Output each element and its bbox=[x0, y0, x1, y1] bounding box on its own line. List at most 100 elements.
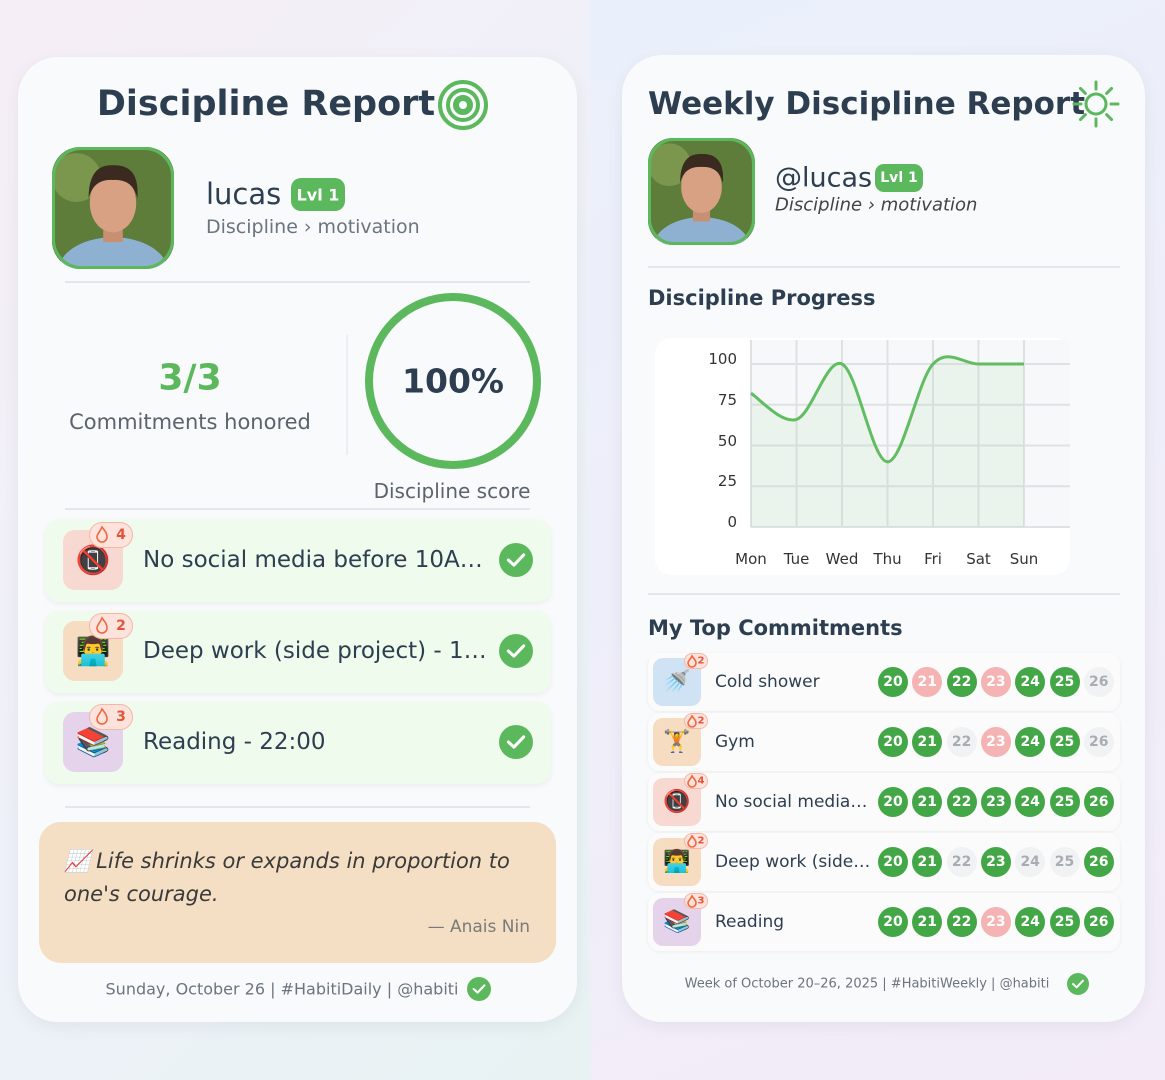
day-circle bbox=[1083, 907, 1114, 937]
check-circle bbox=[499, 543, 533, 577]
day-number: 21 bbox=[917, 734, 938, 750]
day-circle bbox=[1015, 847, 1046, 877]
day-circle bbox=[1015, 667, 1046, 697]
avatar bbox=[52, 147, 174, 269]
day-circle bbox=[1015, 727, 1046, 757]
check-circle bbox=[499, 725, 533, 759]
day-number: 22 bbox=[951, 854, 972, 870]
sun-ray bbox=[1105, 86, 1114, 95]
x-tick-label: Tue bbox=[783, 550, 810, 568]
y-tick-label: 75 bbox=[717, 390, 737, 409]
flame-icon bbox=[687, 774, 697, 788]
streak-badge bbox=[89, 522, 133, 548]
target-icon bbox=[438, 80, 488, 130]
flame-icon bbox=[96, 525, 108, 543]
section-title: Discipline Progress bbox=[648, 286, 876, 310]
divider bbox=[65, 281, 530, 283]
flame bbox=[687, 834, 697, 848]
day-circle bbox=[878, 907, 908, 937]
score-caption: Discipline score bbox=[373, 479, 531, 503]
quote: 📈 Life shrinks or expands in proportion t… bbox=[64, 845, 534, 911]
day-number: 26 bbox=[1089, 854, 1109, 870]
day-number: 21 bbox=[917, 794, 938, 810]
flame-icon bbox=[96, 616, 108, 634]
day-number: 24 bbox=[1020, 674, 1040, 690]
flame-icon bbox=[687, 654, 697, 668]
day-number: 24 bbox=[1020, 854, 1040, 870]
y-tick-label: 0 bbox=[727, 513, 737, 531]
day-circle bbox=[946, 847, 977, 877]
day-number: 26 bbox=[1089, 674, 1109, 690]
level: Lvl 1 bbox=[296, 185, 340, 205]
level-badge bbox=[875, 164, 923, 192]
day-circle bbox=[946, 727, 977, 757]
sun-ray bbox=[1105, 113, 1114, 122]
avatar-bokeh bbox=[52, 153, 101, 202]
day-number: 25 bbox=[1054, 914, 1075, 930]
streak-badge bbox=[89, 613, 133, 639]
flame bbox=[96, 707, 108, 725]
user-name: lucas bbox=[206, 177, 282, 211]
y-tick-label: 100 bbox=[708, 350, 737, 368]
sun-icon bbox=[1072, 80, 1120, 128]
target-ring bbox=[453, 95, 473, 115]
divider bbox=[648, 266, 1120, 268]
plot-area bbox=[751, 340, 1070, 527]
streak-badge bbox=[89, 704, 133, 730]
day-circle bbox=[1049, 667, 1080, 697]
section-title: My Top Commitments bbox=[648, 616, 903, 640]
streak-count: 2 bbox=[697, 655, 705, 667]
done-check bbox=[499, 725, 533, 759]
commitment-name: Deep work (side… bbox=[715, 852, 871, 872]
day-number: 26 bbox=[1089, 734, 1109, 750]
flame bbox=[96, 616, 108, 634]
day-circle bbox=[1049, 787, 1080, 817]
check-mark bbox=[1072, 979, 1084, 989]
day-number: 20 bbox=[883, 674, 903, 690]
day-circle bbox=[912, 727, 943, 757]
day-circle bbox=[980, 727, 1011, 757]
day-circle bbox=[980, 667, 1011, 697]
day-circle bbox=[878, 727, 908, 757]
day-circle bbox=[980, 907, 1011, 937]
day-circle bbox=[946, 907, 977, 937]
streak-count: 3 bbox=[697, 895, 705, 907]
target-ring bbox=[438, 80, 488, 130]
day-circle bbox=[980, 847, 1011, 877]
day-circle bbox=[1083, 667, 1114, 697]
x-tick-label: Thu bbox=[873, 550, 902, 568]
day-number: 26 bbox=[1089, 794, 1109, 810]
footer: Week of October 20–26, 2025 | #HabitiWee… bbox=[684, 976, 1050, 992]
x-tick-label: Fri bbox=[924, 550, 942, 568]
ring-progress bbox=[365, 293, 541, 469]
flame bbox=[687, 654, 697, 668]
day-circle bbox=[946, 667, 977, 697]
check-circle bbox=[499, 634, 533, 668]
day-circle bbox=[878, 667, 908, 697]
day-circle bbox=[878, 847, 908, 877]
day-circle bbox=[1015, 787, 1046, 817]
day-number: 22 bbox=[951, 674, 972, 690]
day-circle bbox=[912, 787, 943, 817]
y-tick-label: 25 bbox=[717, 472, 737, 491]
flame-icon bbox=[96, 707, 108, 725]
day-number: 20 bbox=[883, 794, 903, 810]
tagline: Discipline › motivation bbox=[775, 194, 978, 216]
commitment-icon: 📵 bbox=[75, 543, 111, 577]
day-number: 26 bbox=[1089, 914, 1109, 930]
quote-icon: 📈 bbox=[64, 849, 91, 873]
title: Weekly Discipline Report bbox=[648, 86, 1086, 122]
avatar-border bbox=[648, 138, 755, 245]
day-circle bbox=[946, 787, 977, 817]
day-circle bbox=[1049, 727, 1080, 757]
commitments-ratio: 3/3 bbox=[158, 357, 222, 399]
avatar-hair bbox=[680, 154, 724, 183]
avatar-photo bbox=[52, 147, 174, 269]
quote-author: — Anais Nin bbox=[427, 917, 530, 937]
commitment-name: Gym bbox=[715, 732, 755, 752]
flame-icon bbox=[687, 834, 697, 848]
day-number: 23 bbox=[986, 854, 1006, 870]
day-number: 22 bbox=[951, 914, 972, 930]
avatar-shirt bbox=[58, 237, 168, 269]
streak-count: 2 bbox=[697, 835, 705, 847]
